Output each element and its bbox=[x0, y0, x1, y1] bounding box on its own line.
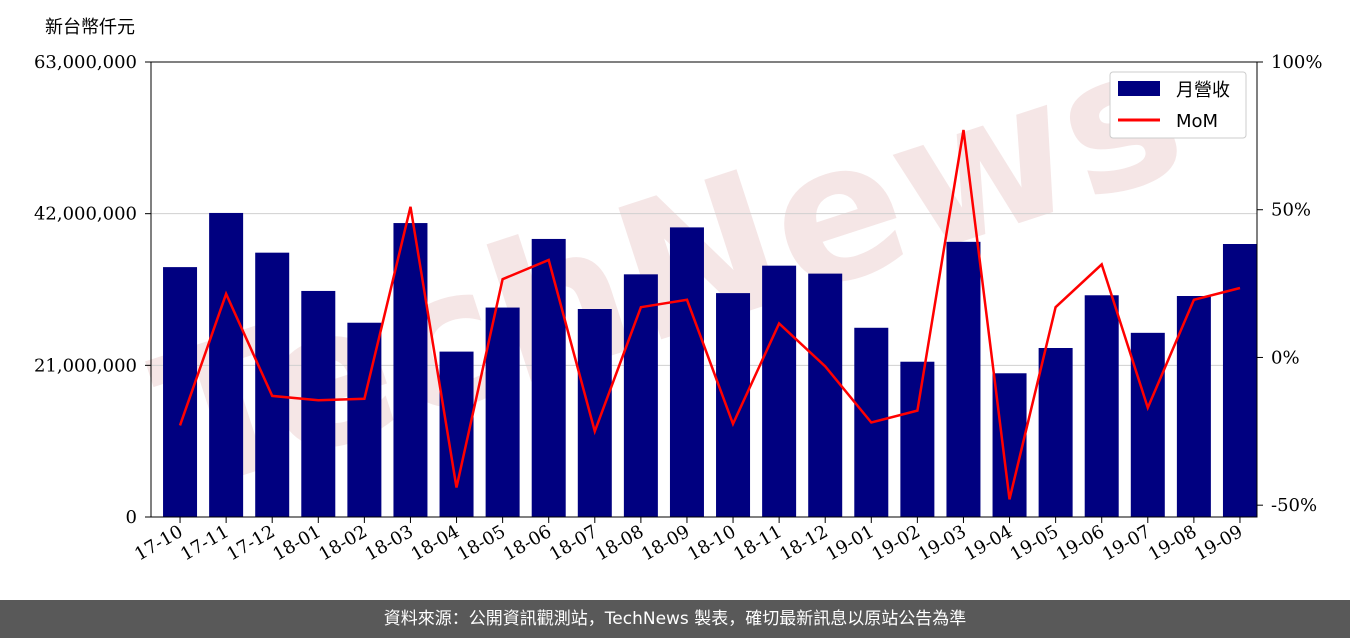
x-tick-label: 19-05 bbox=[1007, 521, 1062, 565]
bar-18-03 bbox=[393, 223, 428, 518]
x-tick-label: 17-12 bbox=[223, 521, 278, 565]
bar-18-11 bbox=[762, 265, 797, 517]
bar-18-01 bbox=[301, 290, 336, 517]
x-tick-label: 18-02 bbox=[315, 521, 370, 565]
x-tick-label: 19-06 bbox=[1053, 521, 1108, 565]
left-tick-label: 0 bbox=[126, 507, 137, 528]
bar-18-08 bbox=[623, 274, 658, 517]
x-tick-label: 18-01 bbox=[269, 521, 324, 565]
x-tick-label: 19-02 bbox=[868, 521, 923, 565]
x-tick-label: 19-08 bbox=[1145, 521, 1200, 565]
x-tick-label: 18-06 bbox=[500, 521, 555, 565]
x-tick-label: 19-07 bbox=[1099, 521, 1154, 565]
bar-18-07 bbox=[577, 309, 612, 517]
bar-19-05 bbox=[1038, 348, 1073, 517]
bar-18-06 bbox=[531, 238, 566, 517]
x-tick-label: 18-05 bbox=[454, 521, 509, 565]
x-tick-label: 18-03 bbox=[362, 521, 417, 565]
x-tick-label: 18-04 bbox=[408, 521, 463, 565]
legend-bar-swatch bbox=[1118, 81, 1160, 96]
revenue-chart: TechNews 021,000,00042,000,00063,000,000… bbox=[34, 0, 1323, 565]
bar-19-09 bbox=[1222, 244, 1257, 517]
x-tick-label: 18-12 bbox=[776, 521, 831, 565]
bar-19-03 bbox=[946, 241, 981, 518]
x-tick-label: 18-08 bbox=[592, 521, 647, 565]
bar-19-06 bbox=[1084, 295, 1119, 517]
right-tick-label: -50% bbox=[1271, 495, 1317, 516]
right-tick-label: 0% bbox=[1271, 347, 1300, 368]
legend: 月營收 MoM bbox=[1109, 71, 1247, 139]
bar-17-11 bbox=[209, 212, 244, 517]
bar-17-12 bbox=[255, 252, 290, 517]
x-tick-label: 19-01 bbox=[822, 521, 877, 565]
plot-frame bbox=[150, 61, 1258, 518]
legend-label-mom: MoM bbox=[1176, 111, 1218, 132]
gridlines bbox=[151, 213, 1257, 366]
x-tick-label: 18-11 bbox=[730, 521, 785, 565]
left-tick-label: 63,000,000 bbox=[34, 52, 137, 73]
x-tick-label: 19-03 bbox=[915, 521, 970, 565]
bar-18-12 bbox=[808, 273, 843, 517]
legend-label-revenue: 月營收 bbox=[1176, 80, 1230, 101]
source-footer: 資料來源：公開資訊觀測站，TechNews 製表，確切最新訊息以原站公告為準 bbox=[0, 600, 1350, 638]
mom-line-series bbox=[178, 129, 1241, 500]
bar-19-07 bbox=[1130, 332, 1165, 517]
bar-18-09 bbox=[669, 227, 704, 517]
left-tick-label: 42,000,000 bbox=[34, 204, 137, 225]
x-tick-label: 17-10 bbox=[131, 521, 186, 565]
bar-19-08 bbox=[1176, 296, 1211, 517]
bar-19-02 bbox=[900, 361, 935, 517]
bar-18-10 bbox=[716, 293, 751, 517]
x-tick-label: 19-09 bbox=[1191, 521, 1246, 565]
left-tick-label: 21,000,000 bbox=[34, 355, 137, 376]
x-tick-label: 18-07 bbox=[546, 521, 601, 565]
mom-line bbox=[178, 129, 1241, 500]
x-tick-label: 18-10 bbox=[684, 521, 739, 565]
x-tick-label: 19-04 bbox=[961, 521, 1016, 565]
bar-series bbox=[163, 212, 1257, 518]
right-tick-label: 50% bbox=[1271, 200, 1311, 221]
bar-18-05 bbox=[485, 307, 520, 517]
unit-label: 新台幣仟元 bbox=[45, 17, 135, 38]
x-tick-label: 18-09 bbox=[638, 521, 693, 565]
right-tick-label: 100% bbox=[1271, 52, 1322, 73]
